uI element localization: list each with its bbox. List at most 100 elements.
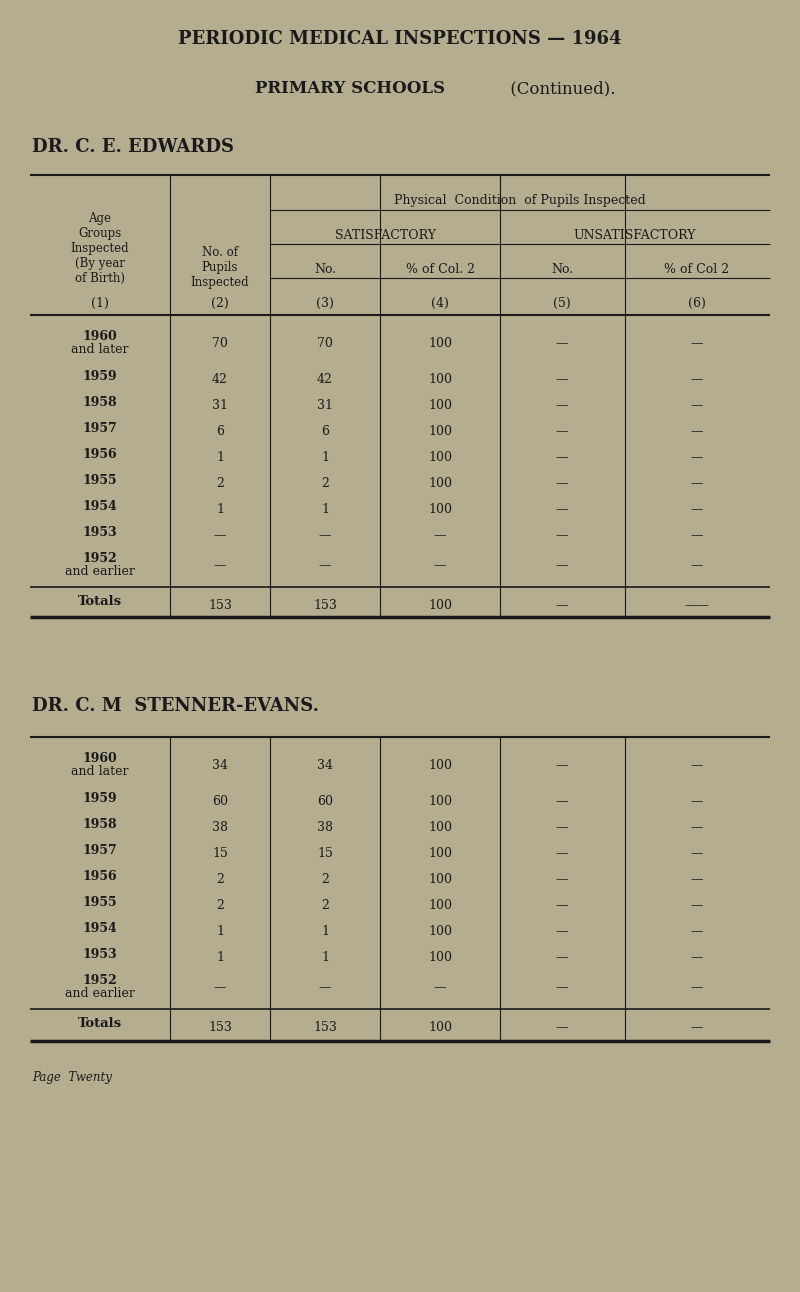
Text: 38: 38 xyxy=(212,820,228,835)
Text: 42: 42 xyxy=(317,373,333,386)
Text: 1959: 1959 xyxy=(82,792,118,805)
Text: 100: 100 xyxy=(428,925,452,938)
Text: Age
Groups
Inspected
(By year
of Birth): Age Groups Inspected (By year of Birth) xyxy=(70,212,130,286)
Text: UNSATISFACTORY: UNSATISFACTORY xyxy=(574,229,696,242)
Text: 1: 1 xyxy=(216,451,224,464)
Text: 2: 2 xyxy=(216,873,224,886)
Text: No.: No. xyxy=(551,264,573,276)
Text: 100: 100 xyxy=(428,820,452,835)
Text: 70: 70 xyxy=(212,337,228,350)
Text: —: — xyxy=(690,981,703,994)
Text: 1952: 1952 xyxy=(82,552,118,565)
Text: —: — xyxy=(690,559,703,572)
Text: (1): (1) xyxy=(91,297,109,310)
Text: —: — xyxy=(690,425,703,438)
Text: 1960: 1960 xyxy=(82,752,118,765)
Text: —: — xyxy=(434,981,446,994)
Text: —: — xyxy=(556,451,568,464)
Text: —: — xyxy=(690,373,703,386)
Text: —: — xyxy=(690,399,703,412)
Text: 100: 100 xyxy=(428,451,452,464)
Text: 6: 6 xyxy=(321,425,329,438)
Text: Totals: Totals xyxy=(78,596,122,609)
Text: 60: 60 xyxy=(212,795,228,808)
Text: and earlier: and earlier xyxy=(65,987,135,1000)
Text: 38: 38 xyxy=(317,820,333,835)
Text: —: — xyxy=(214,528,226,543)
Text: 1: 1 xyxy=(216,925,224,938)
Text: —: — xyxy=(214,981,226,994)
Text: 153: 153 xyxy=(208,599,232,612)
Text: —: — xyxy=(556,848,568,860)
Text: —: — xyxy=(690,873,703,886)
Text: 2: 2 xyxy=(216,899,224,912)
Text: 6: 6 xyxy=(216,425,224,438)
Text: DR. C. E. EDWARDS: DR. C. E. EDWARDS xyxy=(32,138,234,156)
Text: 15: 15 xyxy=(212,848,228,860)
Text: 34: 34 xyxy=(317,758,333,773)
Text: —: — xyxy=(556,981,568,994)
Text: —: — xyxy=(556,559,568,572)
Text: 100: 100 xyxy=(428,503,452,516)
Text: 1956: 1956 xyxy=(82,870,118,882)
Text: —: — xyxy=(556,528,568,543)
Text: 70: 70 xyxy=(317,337,333,350)
Text: —: — xyxy=(690,1021,703,1034)
Text: —: — xyxy=(690,820,703,835)
Text: —: — xyxy=(556,951,568,964)
Text: DR. C. M  STENNER-EVANS.: DR. C. M STENNER-EVANS. xyxy=(32,696,319,714)
Text: 1957: 1957 xyxy=(82,844,118,857)
Text: —: — xyxy=(690,451,703,464)
Text: 1958: 1958 xyxy=(82,818,118,831)
Text: —: — xyxy=(556,1021,568,1034)
Text: (3): (3) xyxy=(316,297,334,310)
Text: —: — xyxy=(434,528,446,543)
Text: 100: 100 xyxy=(428,758,452,773)
Text: —: — xyxy=(690,951,703,964)
Text: —: — xyxy=(556,599,568,612)
Text: 100: 100 xyxy=(428,425,452,438)
Text: % of Col. 2: % of Col. 2 xyxy=(406,264,474,276)
Text: 1957: 1957 xyxy=(82,422,118,435)
Text: 1: 1 xyxy=(321,451,329,464)
Text: —: — xyxy=(556,758,568,773)
Text: —: — xyxy=(556,795,568,808)
Text: 153: 153 xyxy=(313,599,337,612)
Text: 100: 100 xyxy=(428,795,452,808)
Text: 42: 42 xyxy=(212,373,228,386)
Text: 1959: 1959 xyxy=(82,370,118,382)
Text: No.: No. xyxy=(314,264,336,276)
Text: 1958: 1958 xyxy=(82,397,118,410)
Text: —: — xyxy=(318,981,331,994)
Text: 1: 1 xyxy=(216,951,224,964)
Text: —: — xyxy=(434,559,446,572)
Text: —: — xyxy=(690,528,703,543)
Text: ——: —— xyxy=(685,599,710,612)
Text: 2: 2 xyxy=(321,899,329,912)
Text: (5): (5) xyxy=(553,297,571,310)
Text: —: — xyxy=(690,795,703,808)
Text: 15: 15 xyxy=(317,848,333,860)
Text: 31: 31 xyxy=(317,399,333,412)
Text: 1954: 1954 xyxy=(82,500,118,513)
Text: PERIODIC MEDICAL INSPECTIONS — 1964: PERIODIC MEDICAL INSPECTIONS — 1964 xyxy=(178,30,622,48)
Text: (4): (4) xyxy=(431,297,449,310)
Text: —: — xyxy=(690,477,703,490)
Text: 100: 100 xyxy=(428,848,452,860)
Text: —: — xyxy=(556,425,568,438)
Text: —: — xyxy=(556,337,568,350)
Text: 2: 2 xyxy=(321,477,329,490)
Text: 1: 1 xyxy=(321,925,329,938)
Text: —: — xyxy=(690,925,703,938)
Text: and later: and later xyxy=(71,765,129,778)
Text: —: — xyxy=(556,925,568,938)
Text: —: — xyxy=(690,758,703,773)
Text: 31: 31 xyxy=(212,399,228,412)
Text: SATISFACTORY: SATISFACTORY xyxy=(334,229,435,242)
Text: 1960: 1960 xyxy=(82,329,118,342)
Text: 100: 100 xyxy=(428,899,452,912)
Text: 1956: 1956 xyxy=(82,448,118,461)
Text: 34: 34 xyxy=(212,758,228,773)
Text: 1: 1 xyxy=(321,503,329,516)
Text: —: — xyxy=(690,337,703,350)
